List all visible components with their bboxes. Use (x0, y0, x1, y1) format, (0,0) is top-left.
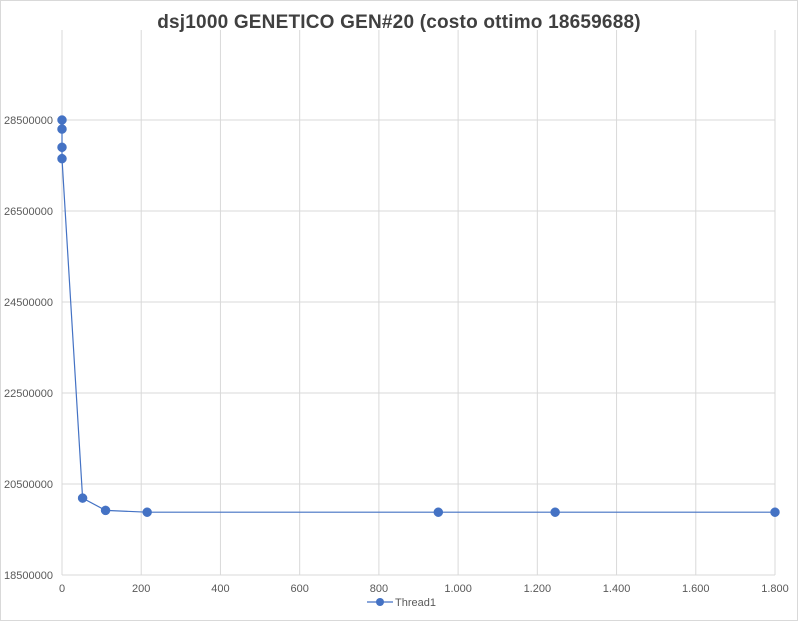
x-tick-label: 1.000 (444, 583, 472, 595)
series-layer (57, 115, 780, 517)
data-point (770, 507, 780, 517)
y-tick-label: 22500000 (4, 388, 53, 400)
gridlines (61, 30, 776, 576)
data-point (550, 507, 560, 517)
legend-marker (376, 598, 384, 606)
y-tick-label: 28500000 (4, 115, 53, 127)
x-tick-label: 800 (370, 583, 388, 595)
legend: Thread1 (367, 597, 436, 609)
x-tick-label: 1.600 (682, 583, 710, 595)
data-point (433, 507, 444, 517)
x-tick-label: 1.200 (524, 583, 552, 595)
y-tick-label: 18500000 (4, 570, 53, 582)
data-point (57, 115, 67, 125)
data-point (77, 493, 88, 503)
data-point (57, 142, 67, 153)
x-tick-label: 400 (211, 583, 229, 595)
x-tick-label: 200 (132, 583, 150, 595)
y-tick-label: 24500000 (4, 297, 53, 309)
data-point (57, 153, 67, 164)
x-tick-label: 1.800 (761, 583, 789, 595)
x-tick-label: 600 (290, 583, 308, 595)
chart-title: dsj1000 GENETICO GEN#20 (costo ottimo 18… (157, 12, 641, 33)
legend-label: Thread1 (395, 597, 436, 609)
data-point (142, 507, 152, 517)
x-tick-label: 1.400 (603, 583, 631, 595)
y-tick-label: 26500000 (4, 206, 53, 218)
x-axis-tick-labels: 0 200 400 600 800 1.000 1.200 1.400 1.600 1.800 (59, 583, 789, 595)
x-tick-label: 0 (59, 583, 65, 595)
series-line-Thread1 (61, 120, 775, 513)
y-tick-label: 20500000 (4, 479, 53, 491)
data-point (100, 505, 111, 516)
y-axis-tick-labels: 18500000 20500000 22500000 24500000 26500000… (4, 115, 53, 582)
data-point (57, 124, 67, 134)
